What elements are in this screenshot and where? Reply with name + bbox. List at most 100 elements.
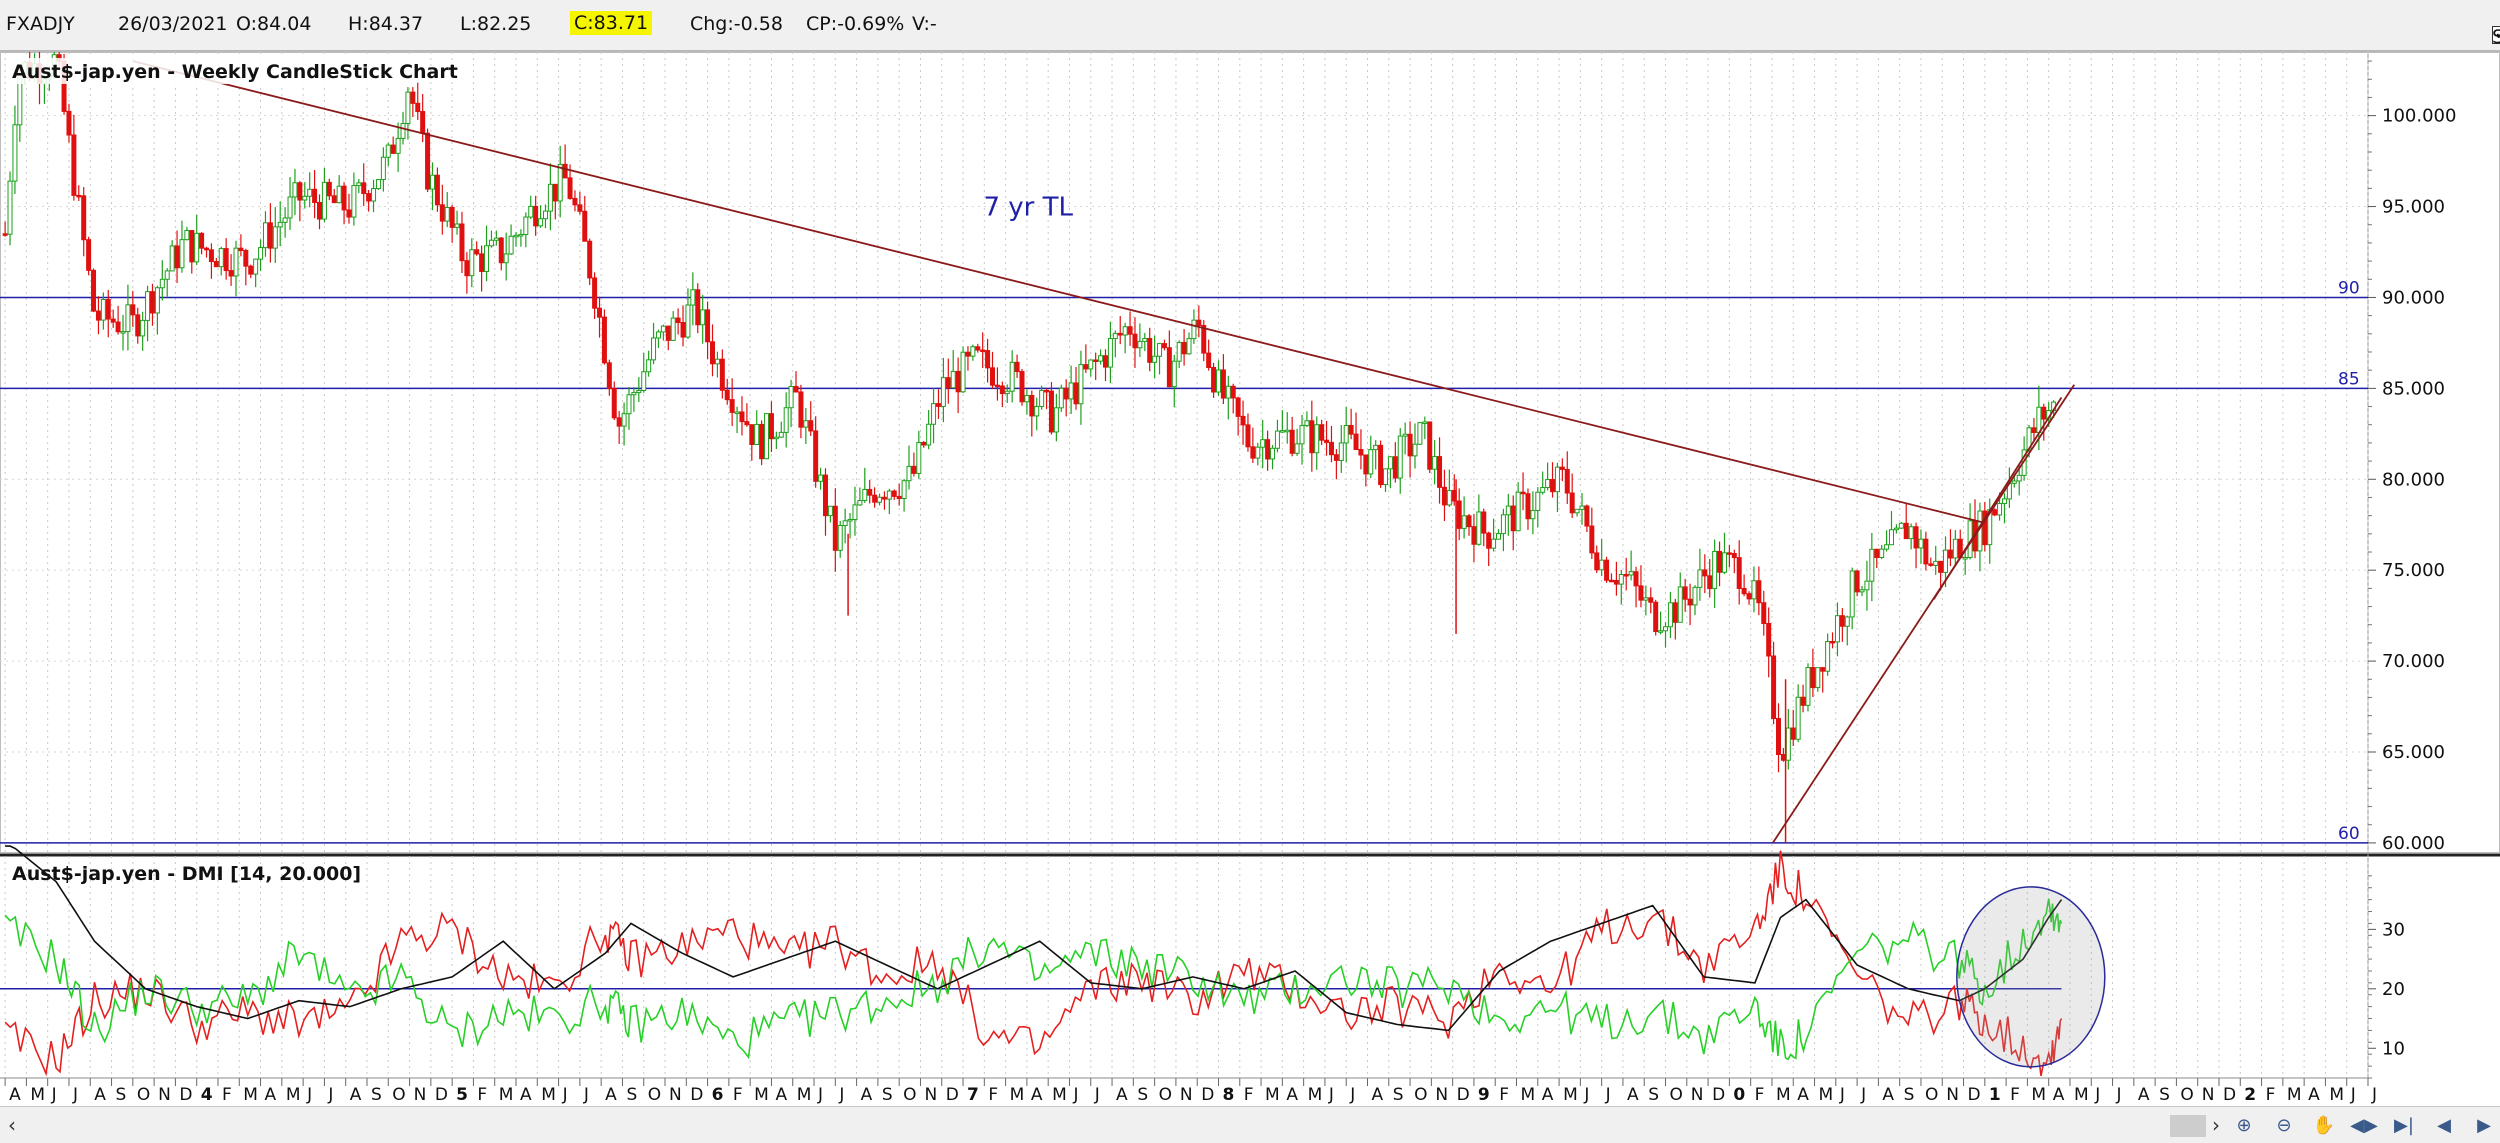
candle-body <box>425 132 431 190</box>
candle-body <box>2011 480 2017 484</box>
candle-body <box>906 465 912 482</box>
dmi-series-line <box>4 898 2063 1061</box>
month-label: J <box>2116 1085 2122 1105</box>
candle-body <box>1171 360 1177 388</box>
candle-body <box>1893 527 1899 531</box>
candle-body <box>1088 359 1094 370</box>
candle-body <box>1874 548 1880 558</box>
candle-body <box>911 465 917 474</box>
candle-body <box>1908 526 1914 540</box>
candle-body <box>2 233 8 236</box>
zoom-in-icon[interactable]: ⊕ <box>2236 1114 2252 1136</box>
month-label: O <box>1414 1085 1427 1105</box>
candle-body <box>1230 385 1236 399</box>
candle-body <box>1279 430 1285 433</box>
candle-body <box>1599 559 1605 571</box>
zoom-out-icon[interactable]: ⊖ <box>2276 1114 2292 1136</box>
candle-body <box>1653 601 1659 633</box>
candle-body <box>189 230 195 263</box>
candle-body <box>1604 559 1610 581</box>
candle-body <box>1564 468 1570 494</box>
month-label: F <box>1499 1085 1509 1105</box>
goto-end-icon[interactable]: ▶| <box>2394 1114 2414 1136</box>
candle-body <box>1014 361 1020 373</box>
candle-body <box>1613 579 1619 585</box>
month-label: O <box>137 1085 150 1105</box>
candle-body <box>847 518 853 522</box>
month-label: M <box>1308 1085 1323 1105</box>
candle-body <box>125 304 131 333</box>
horizontal-scrollbar[interactable]: ‹ › ⊕ ⊖ ✋ ◀▶ ▶| ◀ ▶ <box>0 1106 2500 1143</box>
candle-body <box>331 195 337 204</box>
candle-body <box>228 270 234 277</box>
scroll-right-icon[interactable]: › <box>2212 1113 2220 1137</box>
month-label: O <box>1670 1085 1683 1105</box>
month-label: D <box>1968 1085 1981 1105</box>
candle-body <box>960 351 966 393</box>
month-label: S <box>1648 1085 1659 1105</box>
step-back-icon[interactable]: ◀▶ <box>2350 1114 2378 1136</box>
candle-body <box>1884 544 1890 550</box>
candle-body <box>110 318 116 323</box>
candle-body <box>415 102 421 113</box>
candle-body <box>204 247 210 251</box>
candle-body <box>1186 338 1192 355</box>
candle-body <box>140 319 146 337</box>
candle-body <box>375 179 381 190</box>
candle-body <box>1328 441 1334 456</box>
candle-body <box>842 520 848 527</box>
candle-body <box>1112 332 1118 340</box>
month-label: M <box>1521 1085 1536 1105</box>
candle-body <box>479 253 485 272</box>
candle-body <box>1004 390 1010 395</box>
candle-body <box>1879 548 1885 558</box>
candle-body <box>1982 510 1988 546</box>
next-icon[interactable]: ▶ <box>2477 1114 2491 1136</box>
candle-body <box>1107 338 1113 368</box>
dmi-tick-label: 30 <box>2382 919 2405 940</box>
candle-body <box>1245 424 1251 448</box>
close-label: C:83.71 <box>570 11 653 35</box>
candle-body <box>1608 579 1614 583</box>
month-label: J <box>1605 1085 1611 1105</box>
month-label: F <box>988 1085 998 1105</box>
candle-body <box>832 505 838 551</box>
candle-body <box>213 261 219 268</box>
show-last-checkbox[interactable]: ✔ <box>2492 26 2500 44</box>
month-label: O <box>648 1085 661 1105</box>
candle-body <box>1525 493 1531 520</box>
candle-body <box>1117 332 1123 336</box>
candle-body <box>1324 439 1330 443</box>
candle-body <box>999 385 1005 395</box>
candle-body <box>1776 718 1782 755</box>
month-label: S <box>882 1085 893 1105</box>
candle-body <box>621 413 627 427</box>
candle-body <box>646 359 652 373</box>
candle-body <box>675 317 681 324</box>
candle-body <box>1923 538 1929 565</box>
candle-body <box>552 183 558 202</box>
price-tick-label: 95.000 <box>2382 197 2445 218</box>
hand-pan-icon[interactable]: ✋ <box>2312 1114 2336 1136</box>
candle-body <box>86 239 92 271</box>
scroll-left-icon[interactable]: ‹ <box>8 1113 16 1137</box>
prev-icon[interactable]: ◀ <box>2437 1114 2451 1136</box>
candle-body <box>528 205 534 218</box>
month-label: M <box>541 1085 556 1105</box>
candle-body <box>1584 505 1590 527</box>
month-label: F <box>2010 1085 2020 1105</box>
candle-body <box>1009 361 1015 392</box>
candle-body <box>1039 389 1045 407</box>
candle-body <box>901 480 907 500</box>
candle-body <box>788 385 794 409</box>
candle-body <box>651 337 657 361</box>
candle-body <box>287 196 293 219</box>
volume-label: V:- <box>912 13 937 35</box>
price-panel-frame <box>0 52 2500 853</box>
candle-body <box>1766 623 1772 657</box>
month-label: A <box>265 1085 277 1105</box>
scroll-thumb[interactable] <box>2170 1115 2206 1137</box>
candle-body <box>341 185 347 211</box>
candle-body <box>1412 443 1418 457</box>
